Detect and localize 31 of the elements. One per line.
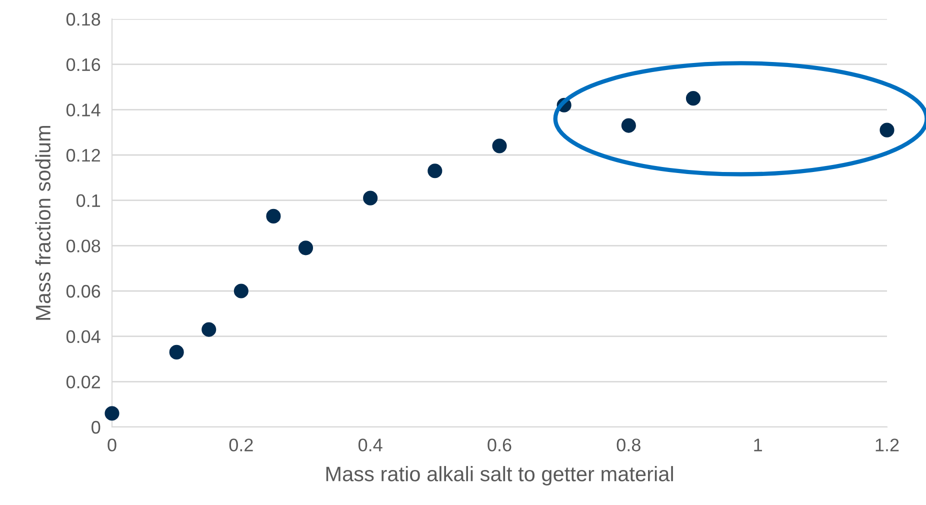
y-tick-label: 0.08 <box>66 240 100 252</box>
y-tick-label: 0.04 <box>66 330 100 344</box>
point <box>104 406 120 421</box>
y-axis-title: Mass fraction sodium <box>35 126 51 320</box>
point <box>266 208 281 224</box>
y-tick-label: 0.06 <box>66 284 100 298</box>
x-tick-label: 0.4 <box>358 438 382 452</box>
y-tick-label: 0.18 <box>66 12 100 26</box>
x-axis-title: Mass ratio alkali salt to getter material <box>326 466 673 486</box>
y-tick-label: 0 <box>92 420 100 434</box>
x-tick-label: 1 <box>754 438 762 452</box>
y-tick-label: 0.16 <box>66 58 100 72</box>
point <box>686 91 701 106</box>
point <box>202 322 216 337</box>
point <box>234 284 248 298</box>
x-tick-label: 0.8 <box>616 438 640 452</box>
x-tick-label: 0.6 <box>488 438 512 452</box>
point <box>880 122 894 138</box>
point <box>428 164 442 178</box>
y-tick-label: 0.12 <box>66 148 100 162</box>
point <box>363 190 378 206</box>
point <box>169 344 184 360</box>
y-tick-label: 0.14 <box>66 104 100 116</box>
y-tick-label: 0.1 <box>76 194 100 208</box>
point <box>298 240 314 256</box>
x-tick-label: 0 <box>108 438 116 452</box>
x-tick-label: 0.2 <box>229 438 253 452</box>
point <box>621 118 636 133</box>
y-tick-label: 0.02 <box>66 376 100 388</box>
x-tick-label: 1.2 <box>876 438 899 452</box>
point <box>492 138 507 154</box>
